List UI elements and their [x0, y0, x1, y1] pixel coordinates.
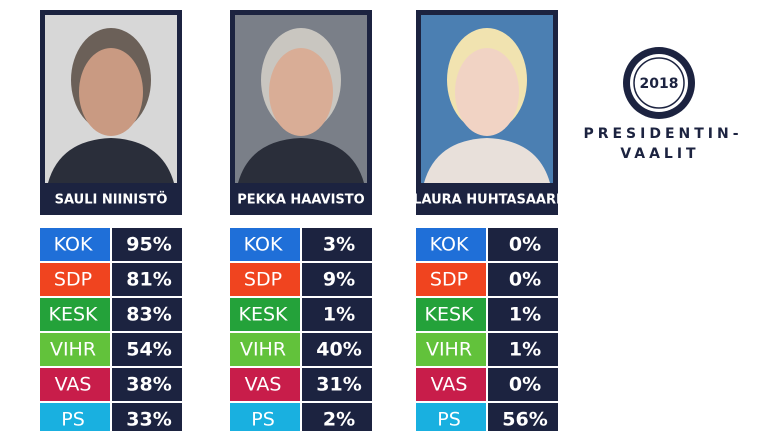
value-cell — [488, 298, 558, 331]
result-value: 1% — [509, 339, 541, 361]
party-cell — [40, 403, 110, 431]
party-cell — [40, 333, 110, 366]
result-value: 1% — [509, 304, 541, 326]
value-cell — [112, 263, 182, 296]
party-label: VIHR — [426, 339, 472, 361]
result-value: 95% — [126, 234, 171, 256]
party-label: VIHR — [50, 339, 96, 361]
value-cell — [112, 228, 182, 261]
value-cell — [302, 263, 372, 296]
result-value: 0% — [509, 234, 541, 256]
party-label: VIHR — [240, 339, 286, 361]
logo-inner — [630, 54, 688, 112]
party-label: KOK — [430, 234, 469, 256]
party-label: VAS — [245, 374, 282, 396]
party-cell — [230, 228, 300, 261]
value-cell — [302, 333, 372, 366]
photo-body — [424, 138, 550, 183]
photo-face — [269, 48, 333, 136]
party-label: KOK — [244, 234, 283, 256]
value-cell — [488, 403, 558, 431]
value-cell — [488, 263, 558, 296]
party-cell — [230, 368, 300, 401]
party-label: KESK — [49, 304, 99, 326]
photo-face — [455, 48, 519, 136]
value-cell — [488, 333, 558, 366]
party-label: KESK — [425, 304, 475, 326]
result-value: 54% — [126, 339, 171, 361]
party-label: VAS — [431, 374, 468, 396]
party-cell — [40, 298, 110, 331]
party-cell — [416, 228, 486, 261]
value-cell — [112, 403, 182, 431]
candidate-card: PEKKA HAAVISTO KOK 3% SDP 9% KESK 1% VIHR 40% VAS… — [230, 10, 372, 431]
party-label: VAS — [55, 374, 92, 396]
result-value: 3% — [323, 234, 355, 256]
result-value: 2% — [323, 409, 355, 431]
party-cell — [416, 403, 486, 431]
party-cell — [230, 263, 300, 296]
party-label: PS — [251, 409, 275, 431]
result-value: 56% — [502, 409, 547, 431]
result-value: 1% — [323, 304, 355, 326]
result-value: 31% — [316, 374, 361, 396]
value-cell — [302, 228, 372, 261]
candidate-name: PEKKA HAAVISTO — [237, 193, 364, 208]
logo-year: 2018 — [640, 76, 679, 92]
party-label: KESK — [239, 304, 289, 326]
party-cell — [40, 228, 110, 261]
candidate-card: LAURA HUHTASAARI KOK 0% SDP 0% KESK 1% VIHR 1% VA… — [413, 10, 561, 431]
value-cell — [302, 298, 372, 331]
logo-line1: PRESIDENTIN- — [583, 126, 742, 142]
result-value: 33% — [126, 409, 171, 431]
photo-body — [238, 138, 364, 183]
party-cell — [230, 298, 300, 331]
candidate-name: LAURA HUHTASAARI — [413, 193, 561, 208]
value-cell — [488, 368, 558, 401]
result-value: 40% — [316, 339, 361, 361]
result-value: 83% — [126, 304, 171, 326]
value-cell — [302, 368, 372, 401]
result-value: 81% — [126, 269, 171, 291]
result-value: 9% — [323, 269, 355, 291]
photo-face — [79, 48, 143, 136]
party-label: PS — [437, 409, 461, 431]
logo-line2: VAALIT — [620, 146, 699, 162]
party-cell — [416, 368, 486, 401]
logo-inner-ring — [633, 57, 685, 109]
party-label: KOK — [54, 234, 93, 256]
party-label: SDP — [244, 269, 282, 291]
party-cell — [40, 263, 110, 296]
party-label: SDP — [430, 269, 468, 291]
value-cell — [112, 368, 182, 401]
value-cell — [112, 298, 182, 331]
photo-body — [48, 138, 174, 183]
value-cell — [112, 333, 182, 366]
party-label: SDP — [54, 269, 92, 291]
party-cell — [40, 368, 110, 401]
election-logo: 2018 PRESIDENTIN- VAALIT — [583, 47, 742, 162]
result-value: 0% — [509, 374, 541, 396]
result-value: 0% — [509, 269, 541, 291]
value-cell — [302, 403, 372, 431]
result-value: 38% — [126, 374, 171, 396]
candidate-card: SAULI NIINISTÖ KOK 95% SDP 81% KESK 83% VIHR 54%… — [40, 10, 182, 431]
value-cell — [488, 228, 558, 261]
party-cell — [230, 403, 300, 431]
party-cell — [416, 263, 486, 296]
party-cell — [230, 333, 300, 366]
candidate-name: SAULI NIINISTÖ — [55, 192, 168, 208]
party-cell — [416, 298, 486, 331]
party-cell — [416, 333, 486, 366]
party-label: PS — [61, 409, 85, 431]
